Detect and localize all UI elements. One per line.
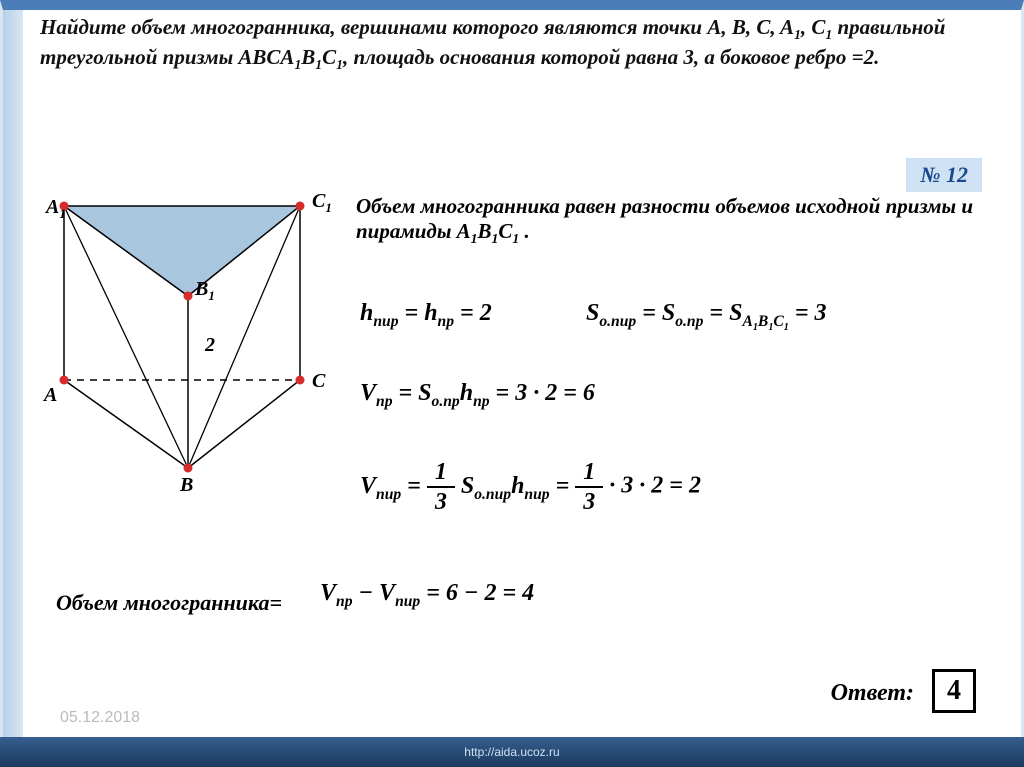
eq3-f2d: 3 bbox=[575, 488, 603, 514]
dot-C bbox=[296, 376, 305, 385]
eq3-f1n: 1 bbox=[427, 460, 455, 488]
eq3-pre: Vпир = bbox=[360, 473, 427, 499]
left-accent-bar bbox=[3, 10, 23, 737]
lbl-B1: B1 bbox=[195, 278, 215, 304]
edge-AB bbox=[64, 380, 188, 468]
eq-areas: Sо.пир = Sо.пр = SA1B1C1 = 3 bbox=[586, 300, 827, 333]
answer-box: 4 bbox=[932, 669, 976, 713]
eq-volume-prism: Vпр = Sо.прhпр = 3 · 2 = 6 bbox=[360, 380, 595, 411]
bottom-bar: http://aida.ucoz.ru bbox=[0, 737, 1024, 767]
prism-diagram: A1 B1 C1 A B C 2 bbox=[40, 170, 340, 500]
dot-B bbox=[184, 464, 193, 473]
explanation-text: Объем многогранника равен разности объем… bbox=[356, 194, 984, 247]
lbl-A1: A1 bbox=[46, 196, 66, 222]
footer-date: 05.12.2018 bbox=[60, 709, 140, 727]
dot-A bbox=[60, 376, 69, 385]
answer-label: Ответ: bbox=[831, 680, 914, 707]
footer-url: http://aida.ucoz.ru bbox=[464, 745, 559, 759]
eq-heights: hпир = hпр = 2 bbox=[360, 300, 492, 331]
eq-volume-pyramid: Vпир = 1 3 Sо.пирhпир = 1 3 · 3 · 2 = 2 bbox=[360, 460, 701, 514]
eq3-mid: Sо.пирhпир = bbox=[461, 473, 575, 499]
eq3-frac1: 1 3 bbox=[427, 460, 455, 514]
dot-B1 bbox=[184, 292, 193, 301]
lbl-A: A bbox=[44, 384, 57, 407]
lbl-B: B bbox=[180, 474, 193, 497]
eq-result: Vпр − Vпир = 6 − 2 = 4 bbox=[320, 580, 534, 611]
problem-number-badge: № 12 bbox=[906, 158, 982, 192]
eq3-f1d: 3 bbox=[427, 488, 455, 514]
lbl-C1: C1 bbox=[312, 190, 332, 216]
top-face bbox=[64, 206, 300, 296]
lbl-C: C bbox=[312, 370, 325, 393]
dot-C1 bbox=[296, 202, 305, 211]
problem-statement: Найдите объем многогранника, вершинами к… bbox=[40, 14, 984, 74]
eq3-post: · 3 · 2 = 2 bbox=[609, 473, 701, 499]
eq-result-label: Объем многогранника= bbox=[56, 590, 282, 616]
prism-svg bbox=[40, 170, 340, 500]
lbl-edge-2: 2 bbox=[205, 334, 215, 357]
eq3-frac2: 1 3 bbox=[575, 460, 603, 514]
eq3-f2n: 1 bbox=[575, 460, 603, 488]
edge-BC bbox=[188, 380, 300, 468]
